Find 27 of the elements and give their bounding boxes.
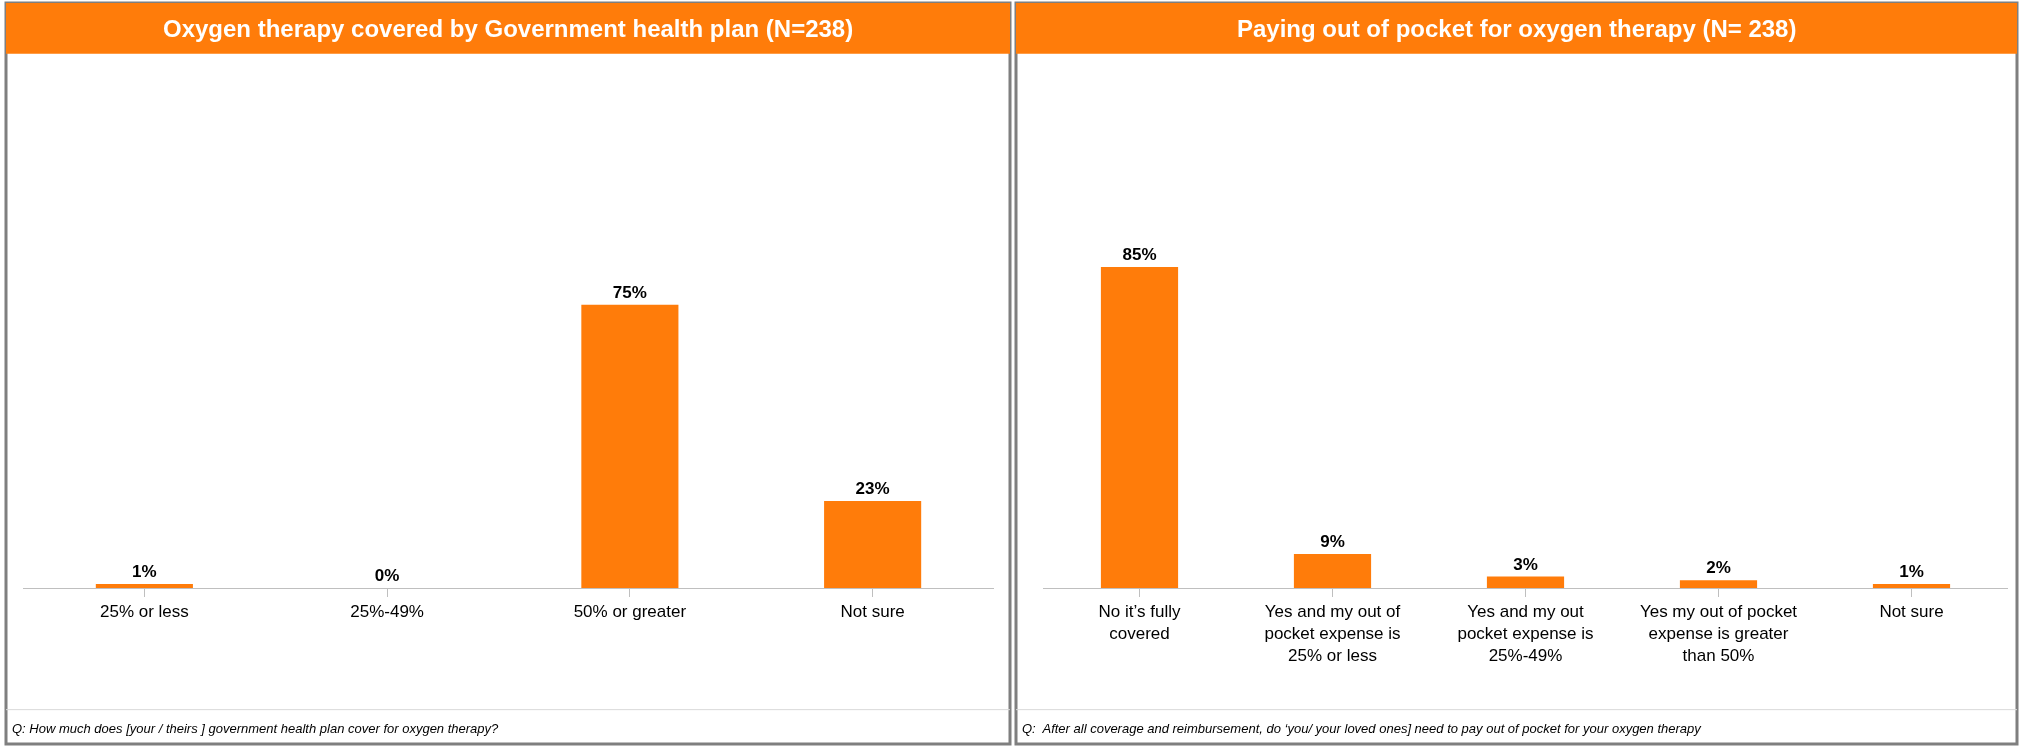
- x-tick-label: Yes and my out pocket expense is 25%-49%: [1457, 602, 1594, 666]
- chart-title: Oxygen therapy covered by Government health plan (N=238): [163, 15, 854, 42]
- chart-title: Paying out of pocket for oxygen therapy (N= 238): [1237, 15, 1797, 42]
- x-tick-label: No it’s fully covered: [1098, 602, 1181, 644]
- data-label: 2%: [1706, 558, 1731, 578]
- data-label: 3%: [1513, 554, 1538, 574]
- x-tick-label: 50% or greater: [573, 602, 687, 622]
- data-label: 1%: [132, 562, 157, 582]
- data-label: 23%: [855, 479, 890, 499]
- data-label: 75%: [612, 282, 647, 302]
- x-tick-label: 25% or less: [99, 602, 189, 622]
- bar: [1486, 576, 1565, 588]
- x-tick-label: Not sure: [1879, 602, 1944, 622]
- x-tick-label: Not sure: [840, 602, 905, 622]
- data-label: 0%: [374, 565, 400, 585]
- bar: [1293, 553, 1372, 588]
- bar: [1100, 267, 1179, 588]
- data-label: 9%: [1320, 531, 1345, 551]
- data-label: 1%: [1899, 562, 1924, 582]
- data-label: 85%: [1122, 245, 1157, 265]
- bar: [1679, 580, 1758, 588]
- x-tick-label: 25%-49%: [350, 602, 424, 622]
- bar: [1872, 584, 1951, 588]
- text: Q: After all coverage and reimbursement, do ‘you/ your loved ones] need to pay out of pocket for your oxygen therapy: [1022, 721, 1703, 736]
- x-tick-label: Yes my out of pocket expense is greater than 50%: [1639, 602, 1798, 666]
- x-tick-label: Yes and my out of pocket expense is 25% or less: [1264, 602, 1401, 666]
- text: Q: How much does [your / theirs ] government health plan cover for oxygen therapy?: [12, 721, 500, 736]
